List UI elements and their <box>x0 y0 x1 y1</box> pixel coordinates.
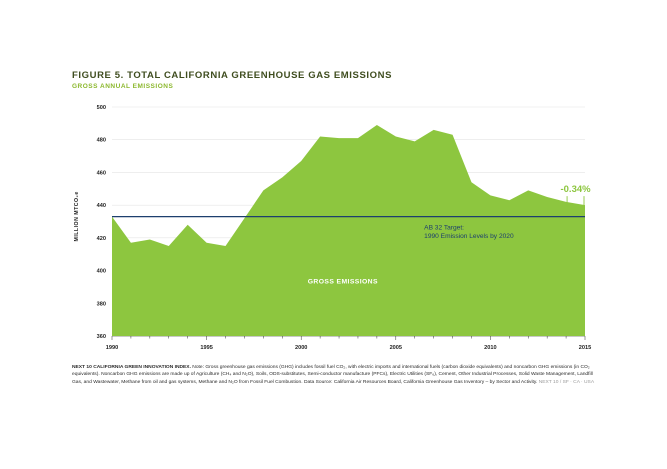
y-tick-label: 500 <box>97 105 106 111</box>
y-tick-label: 440 <box>97 203 106 209</box>
y-tick-label: 460 <box>97 170 106 176</box>
y-tick-label: 480 <box>97 138 106 144</box>
y-tick-label: 400 <box>97 269 106 275</box>
y-tick-label: 360 <box>97 334 106 340</box>
change-bracket <box>566 196 585 208</box>
x-tick-label: 2010 <box>484 345 496 351</box>
y-tick-label: 420 <box>97 236 106 242</box>
y-axis-label: MILLION MTCO₂e <box>74 191 80 241</box>
target-label-line1: AB 32 Target: <box>424 225 464 232</box>
x-tick-label: 1990 <box>106 345 118 351</box>
change-annotation: -0.34% <box>560 184 591 195</box>
footnote-source: NEXT 10 / SF · CA · USA <box>537 379 595 385</box>
x-tick-label: 2000 <box>295 345 307 351</box>
y-tick-labels: 360 380 400 420 440 460 480 500 <box>97 105 106 340</box>
area-series-label: GROSS EMISSIONS <box>308 279 378 286</box>
target-label-line2: 1990 Emission Levels by 2020 <box>424 233 514 240</box>
y-tick-label: 380 <box>97 301 106 307</box>
x-tick-label: 2015 <box>579 345 591 351</box>
figure-title: FIGURE 5. TOTAL CALIFORNIA GREENHOUSE GA… <box>72 70 393 81</box>
x-tick-label: 1995 <box>200 345 212 351</box>
footnote-body: Note: Gross greenhouse gas emissions (GH… <box>72 365 593 385</box>
footnote-lead: NEXT 10 CALIFORNIA GREEN INNOVATION INDE… <box>72 365 191 370</box>
x-tick-marks <box>111 336 586 340</box>
footnote: NEXT 10 CALIFORNIA GREEN INNOVATION INDE… <box>72 364 600 386</box>
x-tick-labels: 1990 1995 2000 2005 2010 2015 <box>106 345 591 351</box>
gross-emissions-area <box>112 124 585 336</box>
figure-subtitle: GROSS ANNUAL EMISSIONS <box>72 83 174 90</box>
x-tick-label: 2005 <box>390 345 402 351</box>
